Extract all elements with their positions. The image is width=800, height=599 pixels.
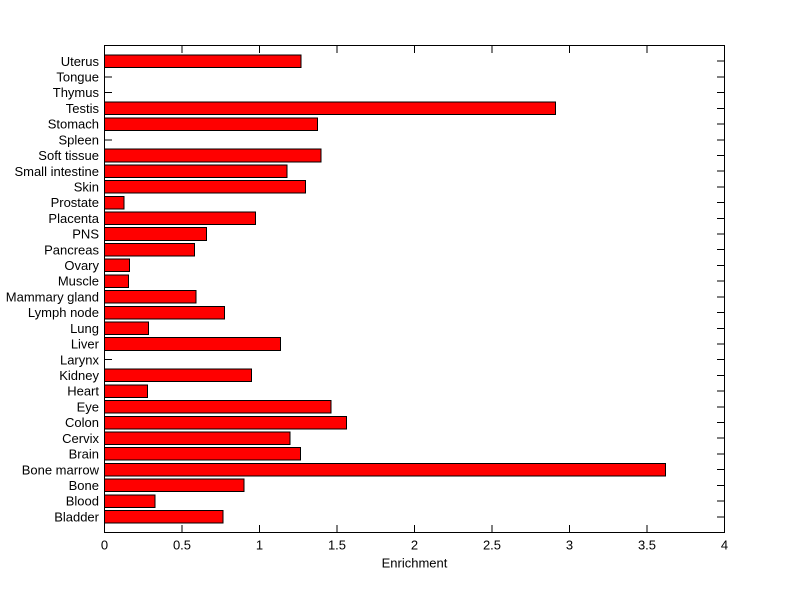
svg-text:1: 1 (256, 538, 263, 553)
svg-text:Cervix: Cervix (62, 431, 99, 446)
svg-text:Muscle: Muscle (58, 274, 99, 289)
svg-text:Ovary: Ovary (64, 258, 99, 273)
svg-text:0: 0 (101, 538, 108, 553)
svg-text:Stomach: Stomach (48, 117, 99, 132)
svg-text:Testis: Testis (66, 101, 100, 116)
svg-text:Small intestine: Small intestine (14, 164, 99, 179)
svg-text:Heart: Heart (67, 384, 99, 399)
svg-text:Uterus: Uterus (61, 54, 100, 69)
svg-text:Pancreas: Pancreas (44, 242, 99, 257)
svg-text:2.5: 2.5 (483, 538, 501, 553)
svg-text:Mammary gland: Mammary gland (6, 290, 99, 305)
svg-text:1.5: 1.5 (328, 538, 346, 553)
svg-text:Placenta: Placenta (48, 211, 99, 226)
svg-text:Enrichment: Enrichment (382, 556, 448, 571)
svg-text:Eye: Eye (77, 399, 99, 414)
svg-text:Skin: Skin (74, 180, 99, 195)
svg-text:Liver: Liver (71, 337, 100, 352)
svg-text:Tongue: Tongue (56, 70, 99, 85)
svg-text:4: 4 (721, 538, 728, 553)
svg-text:Colon: Colon (65, 415, 99, 430)
svg-text:Blood: Blood (66, 494, 99, 509)
svg-text:Bone marrow: Bone marrow (22, 462, 100, 477)
svg-text:2: 2 (411, 538, 418, 553)
svg-text:Brain: Brain (69, 447, 99, 462)
svg-text:PNS: PNS (72, 227, 99, 242)
svg-text:Spleen: Spleen (59, 132, 99, 147)
svg-text:Prostate: Prostate (51, 195, 99, 210)
svg-text:Lymph node: Lymph node (28, 305, 99, 320)
svg-text:Lung: Lung (70, 321, 99, 336)
svg-text:Larynx: Larynx (60, 352, 100, 367)
svg-text:Bone: Bone (69, 478, 99, 493)
svg-text:3.5: 3.5 (638, 538, 656, 553)
svg-text:Soft tissue: Soft tissue (38, 148, 99, 163)
svg-text:3: 3 (566, 538, 573, 553)
svg-text:Thymus: Thymus (53, 85, 100, 100)
svg-text:Kidney: Kidney (59, 368, 99, 383)
svg-text:0.5: 0.5 (173, 538, 191, 553)
svg-text:Bladder: Bladder (54, 509, 99, 524)
